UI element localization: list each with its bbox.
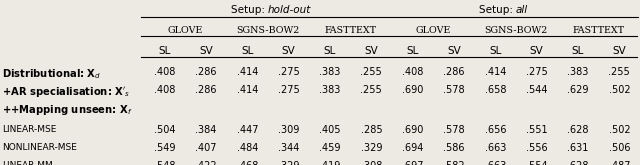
Text: .658: .658: [484, 85, 506, 95]
Text: SV: SV: [282, 46, 296, 56]
Text: .468: .468: [237, 161, 258, 165]
Text: .502: .502: [609, 125, 630, 135]
Text: .384: .384: [195, 125, 217, 135]
Text: .309: .309: [278, 125, 300, 135]
Text: .631: .631: [567, 143, 589, 153]
Text: .697: .697: [402, 161, 424, 165]
Text: .286: .286: [195, 85, 217, 95]
Text: .275: .275: [526, 67, 548, 77]
Text: SV: SV: [530, 46, 543, 56]
Text: .255: .255: [360, 85, 382, 95]
Text: .504: .504: [154, 125, 175, 135]
Text: .286: .286: [444, 67, 465, 77]
Text: .578: .578: [443, 125, 465, 135]
Text: .663: .663: [484, 143, 506, 153]
Text: .578: .578: [443, 85, 465, 95]
Text: .484: .484: [237, 143, 258, 153]
Text: FASTTEXT: FASTTEXT: [573, 26, 625, 35]
Text: SGNS-BOW2: SGNS-BOW2: [484, 26, 548, 35]
Text: .286: .286: [195, 67, 217, 77]
Text: SL: SL: [324, 46, 336, 56]
Text: .383: .383: [319, 85, 340, 95]
Text: hold-out: hold-out: [268, 5, 312, 15]
Text: .548: .548: [154, 161, 175, 165]
Text: .556: .556: [526, 143, 547, 153]
Text: FASTTEXT: FASTTEXT: [324, 26, 377, 35]
Text: .255: .255: [609, 67, 630, 77]
Text: .506: .506: [609, 143, 630, 153]
Text: .419: .419: [319, 161, 340, 165]
Text: SV: SV: [199, 46, 213, 56]
Text: .551: .551: [526, 125, 547, 135]
Text: .275: .275: [278, 85, 300, 95]
Text: .408: .408: [154, 85, 175, 95]
Text: ++Mapping unseen: $\mathbf{X}_{f}$: ++Mapping unseen: $\mathbf{X}_{f}$: [2, 103, 132, 117]
Text: SL: SL: [572, 46, 584, 56]
Text: .656: .656: [484, 125, 506, 135]
Text: .544: .544: [526, 85, 547, 95]
Text: .408: .408: [154, 67, 175, 77]
Text: .344: .344: [278, 143, 300, 153]
Text: .447: .447: [237, 125, 258, 135]
Text: GLOVE: GLOVE: [415, 26, 451, 35]
Text: .383: .383: [319, 67, 340, 77]
Text: SL: SL: [489, 46, 502, 56]
Text: SL: SL: [241, 46, 253, 56]
Text: .459: .459: [319, 143, 340, 153]
Text: .690: .690: [402, 85, 423, 95]
Text: .502: .502: [609, 85, 630, 95]
Text: SV: SV: [447, 46, 461, 56]
Text: SV: SV: [364, 46, 378, 56]
Text: .414: .414: [237, 67, 258, 77]
Text: .414: .414: [484, 67, 506, 77]
Text: .405: .405: [319, 125, 340, 135]
Text: .407: .407: [195, 143, 217, 153]
Text: .628: .628: [567, 161, 589, 165]
Text: all: all: [516, 5, 528, 15]
Text: LINEAR-MM: LINEAR-MM: [2, 161, 52, 165]
Text: LINEAR-MSE: LINEAR-MSE: [2, 125, 56, 134]
Text: .308: .308: [361, 161, 382, 165]
Text: .663: .663: [484, 161, 506, 165]
Text: .329: .329: [360, 143, 382, 153]
Text: .628: .628: [567, 125, 589, 135]
Text: SGNS-BOW2: SGNS-BOW2: [236, 26, 300, 35]
Text: SL: SL: [406, 46, 419, 56]
Text: .408: .408: [402, 67, 423, 77]
Text: .285: .285: [360, 125, 382, 135]
Text: .694: .694: [402, 143, 423, 153]
Text: .582: .582: [443, 161, 465, 165]
Text: Distributional: $\mathbf{X}_{d}$: Distributional: $\mathbf{X}_{d}$: [2, 67, 101, 81]
Text: .554: .554: [526, 161, 547, 165]
Text: NONLINEAR-MSE: NONLINEAR-MSE: [2, 143, 77, 152]
Text: GLOVE: GLOVE: [168, 26, 203, 35]
Text: .422: .422: [195, 161, 217, 165]
Text: .383: .383: [567, 67, 589, 77]
Text: +AR specialisation: $\mathbf{X}'_{s}$: +AR specialisation: $\mathbf{X}'_{s}$: [2, 85, 130, 99]
Text: .586: .586: [444, 143, 465, 153]
Text: .275: .275: [278, 67, 300, 77]
Text: Setup:: Setup:: [231, 5, 268, 15]
Text: .549: .549: [154, 143, 175, 153]
Text: .414: .414: [237, 85, 258, 95]
Text: .255: .255: [360, 67, 382, 77]
Text: SV: SV: [612, 46, 626, 56]
Text: .690: .690: [402, 125, 423, 135]
Text: .329: .329: [278, 161, 300, 165]
Text: .629: .629: [567, 85, 589, 95]
Text: .487: .487: [609, 161, 630, 165]
Text: Setup:: Setup:: [479, 5, 516, 15]
Text: SL: SL: [159, 46, 171, 56]
